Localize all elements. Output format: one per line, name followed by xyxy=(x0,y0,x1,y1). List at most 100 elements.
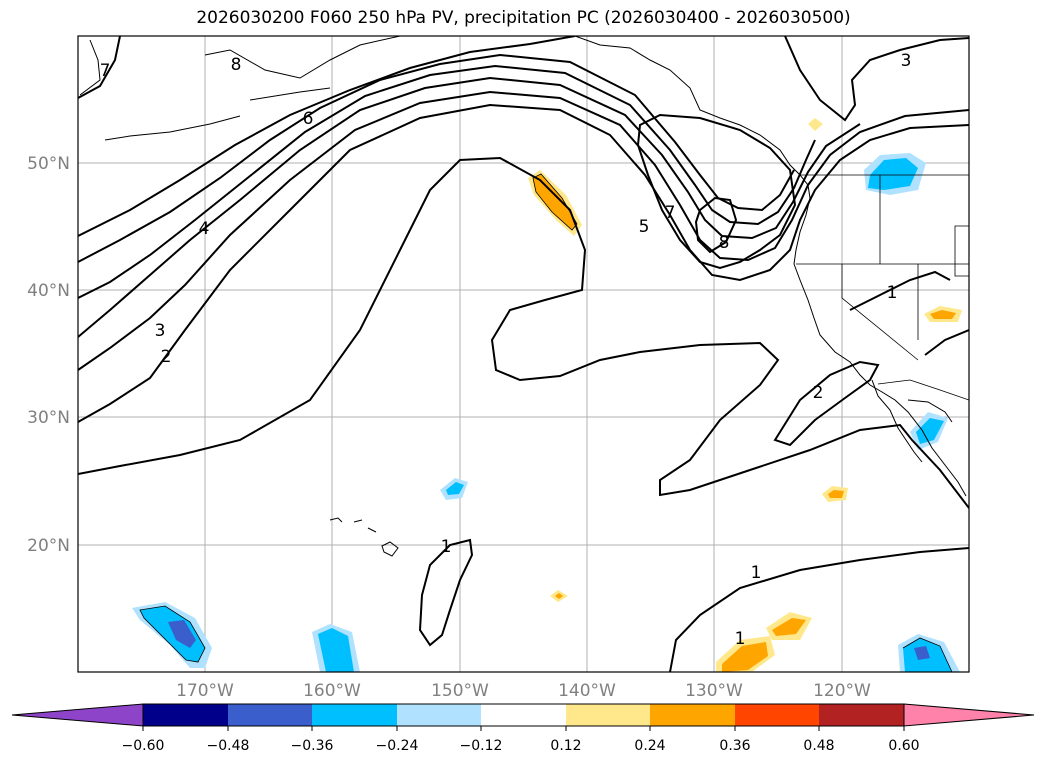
pv-contour-6 xyxy=(78,36,576,237)
precip-outlines xyxy=(139,173,953,672)
precip-patch-hawaii-n-core xyxy=(446,482,464,495)
gridlines xyxy=(78,36,969,672)
contour-label-2-south: 2 xyxy=(813,383,824,403)
precip-outline-gulf xyxy=(532,173,578,231)
colorbar-under-triangle xyxy=(11,703,144,727)
coastlines xyxy=(79,36,967,557)
contour-label-8-trough: 8 xyxy=(719,233,730,253)
coastline-us-west xyxy=(793,197,967,497)
lon-label-150w: 150°W xyxy=(431,681,489,701)
pv-contour-outer xyxy=(78,156,969,509)
precip-patch-s-1-core xyxy=(722,642,768,672)
coastline-hawaii xyxy=(329,517,399,557)
colorbar-label-9: 0.48 xyxy=(803,738,834,754)
pv-contour-upper xyxy=(78,36,121,99)
coastline-alaska xyxy=(79,36,401,141)
lat-label-30n: 30°N xyxy=(27,408,70,428)
border-states xyxy=(796,175,969,361)
border-us-mexico xyxy=(877,379,969,401)
contour-label-5: 5 xyxy=(639,217,650,237)
pv-contour-east-3 xyxy=(784,36,969,122)
lon-label-140w: 140°W xyxy=(558,681,616,701)
colorbar-segment-2 xyxy=(228,704,312,726)
longitude-labels: 170°W 160°W 150°W 140°W 130°W 120°W xyxy=(176,681,871,701)
colorbar-label-10: 0.60 xyxy=(888,738,919,754)
precip-outline-sw-1 xyxy=(139,605,206,663)
colorbar-segment-4 xyxy=(397,704,481,726)
colorbar-label-2: −0.48 xyxy=(207,738,250,754)
colorbar-label-4: −0.24 xyxy=(376,738,419,754)
pv-contour-2 xyxy=(78,90,969,371)
colorbar-label-6: 0.12 xyxy=(550,738,581,754)
map-frame xyxy=(77,35,970,673)
pv-contour-5 xyxy=(78,53,795,263)
precip-patch-tiny-2 xyxy=(808,118,823,131)
pv-contour-inner-low xyxy=(636,113,797,270)
borders xyxy=(796,174,969,401)
colorbar-ticks xyxy=(142,726,905,731)
map-title: 2026030200 F060 250 hPa PV, precipitatio… xyxy=(196,8,851,28)
pv-contour-3 xyxy=(78,76,861,338)
colorbar-label-7: 0.24 xyxy=(634,738,665,754)
contour-label-4: 4 xyxy=(199,219,210,239)
precip-patch-s-2-core xyxy=(772,618,806,636)
contour-label-3: 3 xyxy=(155,321,166,341)
pv-contour-4 xyxy=(78,64,816,299)
pv-contour-1-south xyxy=(669,547,969,672)
pv-contour-1-east xyxy=(849,270,951,311)
precipitation-shading xyxy=(132,118,962,672)
pv-contour-1-hawaii xyxy=(418,538,474,647)
contour-label-7-trough: 7 xyxy=(665,203,676,223)
colorbar-segment-7 xyxy=(650,704,735,726)
precip-patch-sw-2-core xyxy=(318,628,354,672)
colorbar-segment-5 xyxy=(481,704,566,726)
precip-patch-gulf-core xyxy=(533,174,577,230)
precip-patch-nw-us-core xyxy=(868,158,918,190)
precip-patch-sw-1-deep xyxy=(168,620,196,648)
contour-labels: 8 7 6 4 3 2 5 7 8 3 1 2 1 1 1 xyxy=(100,51,912,649)
contour-label-1-hawaii: 1 xyxy=(441,537,452,557)
colorbar-segment-3 xyxy=(312,704,397,726)
contour-label-7-nw: 7 xyxy=(100,61,111,81)
contour-label-3-ne: 3 xyxy=(901,51,912,71)
precip-patch-s-4-core xyxy=(930,310,956,319)
contour-label-1-coast: 1 xyxy=(887,283,898,303)
contour-label-6: 6 xyxy=(303,109,314,129)
colorbar-label-1: −0.60 xyxy=(122,738,165,754)
coastline-canada xyxy=(574,36,811,199)
colorbar-segment-6 xyxy=(566,704,650,726)
colorbar-label-8: 0.36 xyxy=(719,738,750,754)
lon-label-130w: 130°W xyxy=(685,681,743,701)
colorbar-over-triangle xyxy=(903,703,1035,727)
lon-label-170w: 170°W xyxy=(176,681,234,701)
colorbar-segment-1 xyxy=(143,704,228,726)
colorbar-segment-8 xyxy=(735,704,819,726)
colorbar: −0.60 −0.48 −0.36 −0.24 −0.12 0.12 0.24 … xyxy=(11,703,1035,754)
pv-contour-2-south xyxy=(773,360,880,447)
precip-patch-tiny-1-core xyxy=(555,593,563,599)
latitude-labels: 50°N 40°N 30°N 20°N xyxy=(27,154,70,556)
pv-contour-2-east xyxy=(924,329,969,356)
pv-contour-inner-8 xyxy=(694,196,738,254)
contour-label-1-south-2: 1 xyxy=(735,629,746,649)
pv-contours xyxy=(78,36,969,672)
colorbar-segment-9 xyxy=(819,704,904,726)
gulf-california xyxy=(907,399,953,423)
contour-label-8-nw: 8 xyxy=(231,55,242,75)
colorbar-label-3: −0.36 xyxy=(291,738,334,754)
contour-label-1-south: 1 xyxy=(751,563,762,583)
precip-patch-sw-1-core xyxy=(140,606,205,662)
precip-outline-se xyxy=(902,637,953,672)
pv-contour-1 xyxy=(78,103,969,423)
contour-label-2: 2 xyxy=(161,347,172,367)
precip-patch-s-3-core xyxy=(828,490,844,498)
lat-label-20n: 20°N xyxy=(27,536,70,556)
colorbar-label-5: −0.12 xyxy=(460,738,503,754)
lon-label-160w: 160°W xyxy=(303,681,361,701)
coastline-baja xyxy=(871,379,923,463)
precip-patch-baja-core xyxy=(916,418,944,444)
precip-patch-se-deep xyxy=(914,646,930,660)
lat-label-40n: 40°N xyxy=(27,281,70,301)
colorbar-outline xyxy=(142,703,905,727)
